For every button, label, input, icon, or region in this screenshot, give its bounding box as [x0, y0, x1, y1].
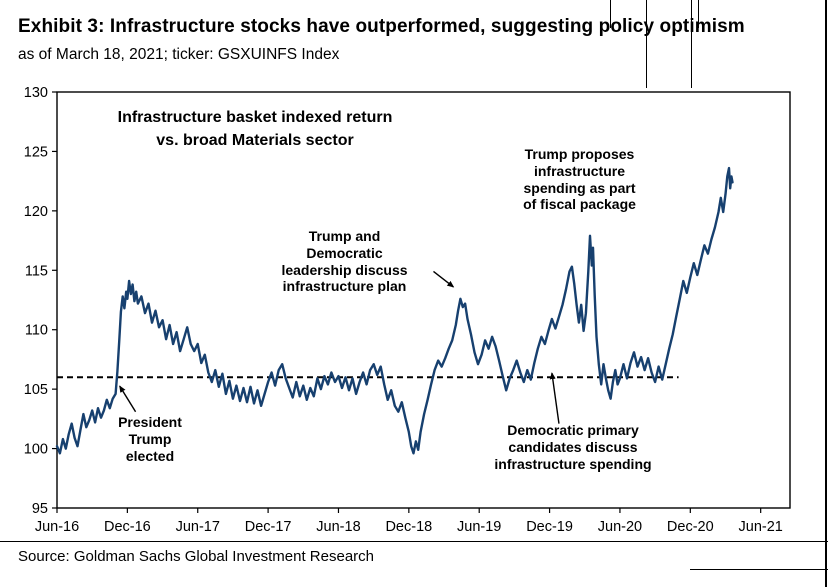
x-tick-label: Dec-19 — [526, 519, 573, 535]
x-tick-label: Dec-17 — [245, 519, 292, 535]
x-tick-label: Jun-17 — [176, 519, 220, 535]
separator-line — [0, 541, 828, 542]
x-tick-label: Jun-20 — [598, 519, 642, 535]
y-tick-label: 100 — [24, 442, 48, 458]
y-tick-label: 105 — [24, 382, 48, 398]
annotation-arrow-democratic-primary — [549, 372, 560, 424]
y-tick-label: 95 — [32, 501, 48, 517]
spreadsheet-gridline-top-3 — [691, 0, 692, 88]
y-tick-label: 110 — [25, 323, 48, 339]
spreadsheet-gridline-right-edge — [825, 0, 827, 587]
spreadsheet-gridline-top-4 — [698, 0, 699, 28]
x-tick-label: Jun-19 — [457, 519, 501, 535]
x-tick-label: Dec-16 — [104, 519, 151, 535]
annotation-trump-proposes-fiscal-package: Trump proposes infrastructure spending a… — [523, 146, 636, 213]
plot-frame — [56, 91, 791, 509]
exhibit-subtitle: as of March 18, 2021; ticker: GSXUINFS I… — [18, 46, 340, 63]
infrastructure-basket-series-line — [55, 166, 734, 455]
y-tick-label: 125 — [24, 144, 48, 160]
y-tick-label: 120 — [24, 204, 48, 220]
y-tick-label: 130 — [24, 85, 48, 101]
annotation-democratic-primary-candidates: Democratic primary candidates discuss in… — [494, 422, 652, 472]
annotation-president-trump-elected: President Trump elected — [118, 414, 182, 464]
spreadsheet-gridline-bottom — [690, 569, 828, 570]
annotation-arrow-trump-dem-leadership — [433, 270, 455, 288]
x-tick-label: Jun-21 — [739, 519, 783, 535]
spreadsheet-gridline-top-2 — [646, 0, 647, 88]
spreadsheet-gridline-top-1 — [610, 0, 611, 28]
exhibit-title: Exhibit 3: Infrastructure stocks have ou… — [18, 16, 745, 37]
annotation-arrow-president-trump-elected — [119, 385, 137, 413]
chart-inner-title: Infrastructure basket indexed return vs.… — [117, 109, 393, 150]
x-tick-label: Dec-18 — [385, 519, 432, 535]
x-tick-label: Jun-16 — [35, 519, 79, 535]
y-tick-label: 115 — [25, 263, 48, 279]
x-tick-label: Dec-20 — [667, 519, 714, 535]
x-tick-label: Jun-18 — [316, 519, 360, 535]
annotation-trump-democratic-leadership: Trump and Democratic leadership discuss … — [281, 228, 408, 295]
source-text: Source: Goldman Sachs Global Investment … — [18, 548, 375, 565]
